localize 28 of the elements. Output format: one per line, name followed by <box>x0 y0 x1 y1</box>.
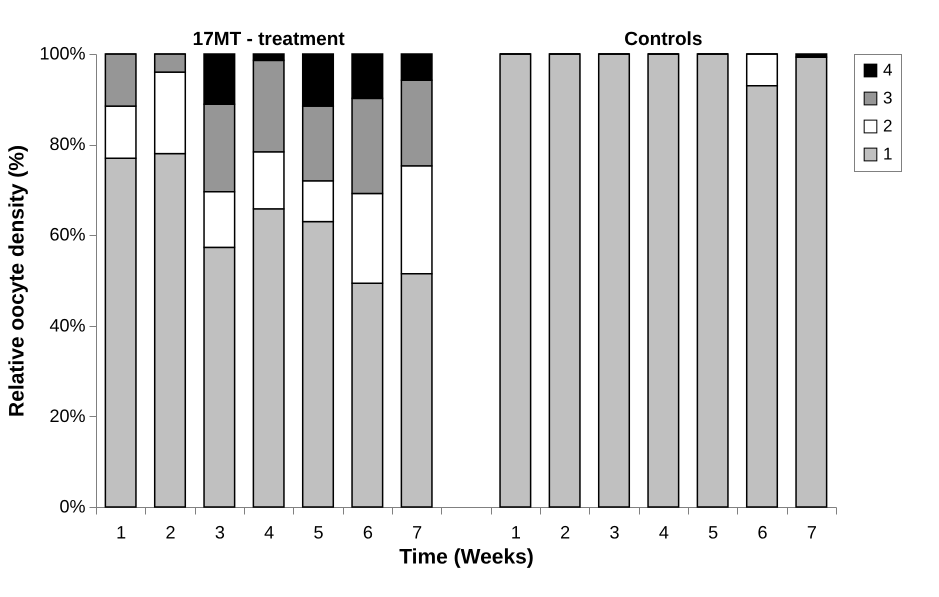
x-tick-label: 5 <box>313 522 324 542</box>
y-tick-label: 20% <box>49 406 86 426</box>
x-tick-label: 4 <box>658 522 669 542</box>
y-tick-label: 40% <box>49 315 86 336</box>
y-tick-label: 100% <box>39 44 86 64</box>
legend-label: 2 <box>883 116 892 136</box>
x-tick-label: 3 <box>214 522 225 542</box>
legend-label: 3 <box>883 88 892 108</box>
x-tick-label: 4 <box>264 522 274 542</box>
x-tick-label: 6 <box>757 522 768 542</box>
legend-label: 1 <box>883 144 892 164</box>
text: Controls <box>624 29 702 50</box>
y-tick-label: 80% <box>49 134 86 154</box>
y-tick-label: 60% <box>49 224 86 245</box>
x-tick-label: 1 <box>510 522 521 542</box>
y-tick-label: 0% <box>59 496 86 516</box>
text: 17MT - treatment <box>192 29 346 50</box>
y-axis-title: Relative oocyte density (%) <box>5 145 28 417</box>
x-tick-label: 2 <box>560 522 570 542</box>
x-tick-label: 7 <box>412 522 422 542</box>
x-axis-title: Time (Weeks) <box>399 546 534 568</box>
x-tick-label: 5 <box>708 522 718 542</box>
x-tick-label: 7 <box>806 522 817 542</box>
legend-label: 4 <box>883 60 892 80</box>
x-tick-label: 6 <box>362 522 373 542</box>
x-tick-label: 2 <box>165 522 176 542</box>
x-tick-label: 3 <box>609 522 620 542</box>
x-tick-label: 1 <box>116 522 126 542</box>
